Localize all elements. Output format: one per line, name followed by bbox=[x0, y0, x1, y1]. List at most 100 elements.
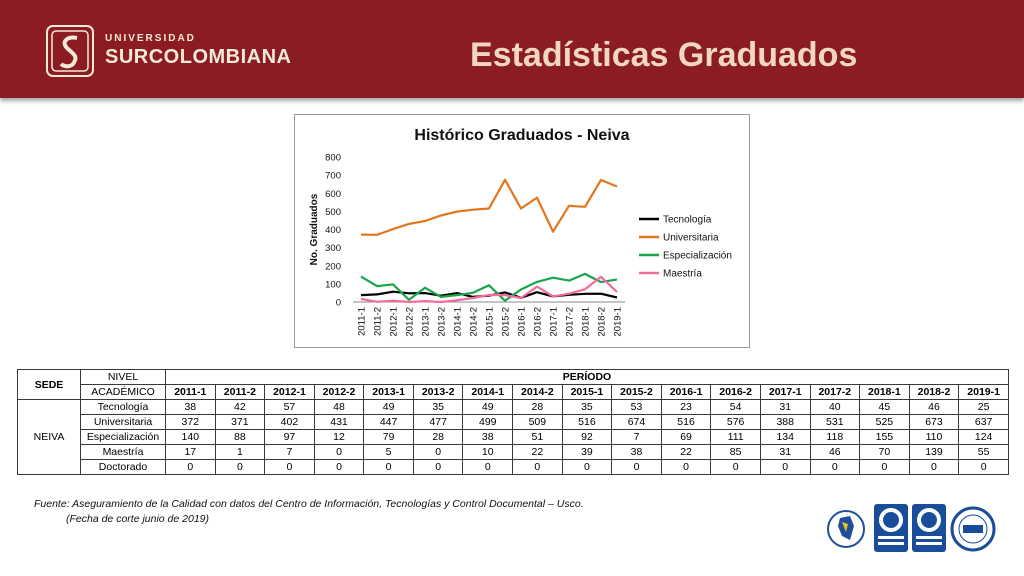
value-cell: 22 bbox=[512, 444, 563, 460]
value-cell: 55 bbox=[958, 444, 1009, 460]
value-cell: 673 bbox=[908, 414, 960, 430]
header-bar: UNIVERSIDAD SURCOLOMBIANA Estadísticas G… bbox=[0, 0, 1024, 98]
x-tick-label: 2017-2 bbox=[565, 307, 576, 337]
value-cell: 140 bbox=[165, 429, 216, 445]
period-header: 2016-1 bbox=[660, 384, 712, 400]
value-cell: 49 bbox=[363, 399, 414, 415]
nivel-cell: Tecnología bbox=[80, 399, 166, 415]
value-cell: 5 bbox=[363, 444, 414, 460]
x-tick-label: 2011-1 bbox=[357, 307, 368, 336]
value-cell: 88 bbox=[214, 429, 266, 445]
value-cell: 51 bbox=[512, 429, 563, 445]
chart-title: Histórico Graduados - Neiva bbox=[414, 127, 629, 144]
sede-cell: NEIVA bbox=[17, 399, 81, 475]
period-header: 2014-2 bbox=[512, 384, 563, 400]
table-row: Doctorado 0 0 0 0 0 0 0 0 0 0 0 0 0 0 0 0 0 bbox=[18, 459, 1009, 475]
value-cell: 155 bbox=[859, 429, 910, 445]
value-cell: 48 bbox=[313, 399, 365, 415]
period-header: 2011-2 bbox=[214, 384, 266, 400]
value-cell: 509 bbox=[512, 414, 563, 430]
y-tick-label: 600 bbox=[325, 189, 341, 200]
value-cell: 531 bbox=[809, 414, 861, 430]
value-cell: 31 bbox=[759, 444, 811, 460]
value-cell: 45 bbox=[859, 399, 910, 415]
x-tick-label: 2014-2 bbox=[469, 307, 480, 337]
value-cell: 1 bbox=[214, 444, 266, 460]
value-cell: 674 bbox=[611, 414, 662, 430]
value-cell: 118 bbox=[809, 429, 861, 445]
period-header: 2017-2 bbox=[809, 384, 861, 400]
period-header: 2018-1 bbox=[859, 384, 910, 400]
value-cell: 39 bbox=[561, 444, 613, 460]
value-cell: 25 bbox=[958, 399, 1009, 415]
value-cell: 576 bbox=[710, 414, 761, 430]
period-header: 2013-1 bbox=[363, 384, 414, 400]
period-header: 2019-1 bbox=[958, 384, 1009, 400]
value-cell: 525 bbox=[859, 414, 910, 430]
value-cell: 54 bbox=[710, 399, 761, 415]
x-tick-label: 2013-2 bbox=[437, 307, 448, 337]
value-cell: 28 bbox=[412, 429, 464, 445]
value-cell: 53 bbox=[611, 399, 662, 415]
value-cell: 69 bbox=[660, 429, 712, 445]
value-cell: 79 bbox=[363, 429, 414, 445]
value-cell: 637 bbox=[958, 414, 1009, 430]
value-cell: 97 bbox=[264, 429, 315, 445]
source-line-2: (Fecha de corte junio de 2019) bbox=[66, 513, 210, 525]
value-cell: 31 bbox=[759, 399, 811, 415]
table-row: Universitaria 372 371 402 431 447 477 499 509 516… bbox=[18, 414, 1009, 430]
x-tick-label: 2018-2 bbox=[597, 307, 608, 337]
value-cell: 0 bbox=[908, 459, 960, 475]
value-cell: 477 bbox=[412, 414, 464, 430]
certification-badges bbox=[827, 504, 996, 552]
value-cell: 124 bbox=[958, 429, 1009, 445]
value-cell: 10 bbox=[462, 444, 514, 460]
value-cell: 139 bbox=[908, 444, 960, 460]
value-cell: 388 bbox=[759, 414, 811, 430]
value-cell: 0 bbox=[561, 459, 613, 475]
value-cell: 0 bbox=[412, 459, 464, 475]
x-tick-label: 2012-1 bbox=[389, 307, 400, 337]
nivel-cell: Maestría bbox=[80, 444, 166, 460]
value-cell: 49 bbox=[462, 399, 514, 415]
value-cell: 12 bbox=[313, 429, 365, 445]
x-tick-label: 2015-2 bbox=[501, 307, 512, 337]
page-title: Estadísticas Graduados bbox=[470, 36, 858, 74]
value-cell: 46 bbox=[908, 399, 960, 415]
value-cell: 7 bbox=[264, 444, 315, 460]
value-cell: 516 bbox=[660, 414, 712, 430]
period-header: 2012-2 bbox=[313, 384, 365, 400]
y-axis-label: No. Graduados bbox=[309, 193, 320, 265]
table-row: NEIVA Tecnología 38 42 57 48 49 35 49 28 35 53 23 54 3… bbox=[17, 399, 1009, 475]
value-cell: 22 bbox=[660, 444, 712, 460]
value-cell: 0 bbox=[759, 459, 811, 475]
x-tick-label: 2016-2 bbox=[533, 307, 544, 337]
value-cell: 0 bbox=[462, 459, 514, 475]
iso-badge-icon bbox=[912, 504, 946, 552]
value-cell: 447 bbox=[363, 414, 414, 430]
value-cell: 499 bbox=[462, 414, 514, 430]
university-logo[interactable]: UNIVERSIDAD SURCOLOMBIANA bbox=[45, 24, 292, 78]
series-line-3 bbox=[360, 275, 618, 304]
value-cell: 42 bbox=[214, 399, 266, 415]
y-tick-label: 700 bbox=[325, 171, 341, 182]
source-line-1: Fuente: Aseguramiento de la Calidad con … bbox=[34, 498, 584, 510]
x-tick-label: 2017-1 bbox=[549, 307, 560, 337]
value-cell: 0 bbox=[660, 459, 712, 475]
logo-small-text: UNIVERSIDAD bbox=[105, 33, 196, 44]
legend-label: Especialización bbox=[663, 251, 732, 262]
header-periodo: PERÍODO bbox=[165, 369, 1009, 385]
legend-label: Maestría bbox=[663, 269, 702, 280]
nivel-cell: Doctorado bbox=[80, 459, 166, 475]
icontec-badge-icon bbox=[874, 504, 908, 552]
series-line-2 bbox=[360, 272, 618, 302]
value-cell: 516 bbox=[561, 414, 613, 430]
period-header: 2013-2 bbox=[412, 384, 464, 400]
value-cell: 7 bbox=[611, 429, 662, 445]
x-tick-label: 2012-2 bbox=[405, 307, 416, 337]
colombia-map-seal-icon bbox=[827, 510, 865, 548]
x-tick-label: 2016-1 bbox=[517, 307, 528, 337]
value-cell: 0 bbox=[958, 459, 1009, 475]
period-header: 2017-1 bbox=[759, 384, 811, 400]
legend-label: Tecnología bbox=[663, 215, 712, 226]
